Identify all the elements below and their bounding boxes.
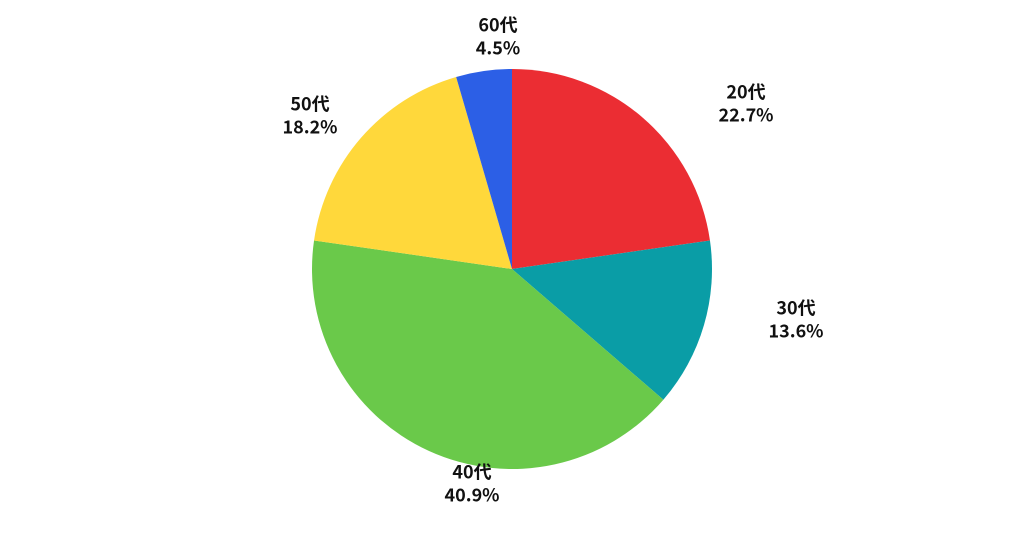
slice-label-3: 50代 18.2% — [282, 93, 337, 138]
slice-percent-4: 4.5% — [476, 36, 520, 59]
slice-percent-3: 18.2% — [282, 115, 337, 138]
slice-percent-0: 22.7% — [718, 103, 773, 126]
pie-chart-container: 20代 22.7% 30代 13.6% 40代 40.9% 50代 18.2% … — [0, 0, 1024, 538]
slice-label-2: 40代 40.9% — [444, 461, 499, 506]
pie-chart — [0, 0, 1024, 538]
slice-label-4: 60代 4.5% — [476, 14, 520, 59]
slice-category-0: 20代 — [718, 81, 773, 104]
slice-percent-2: 40.9% — [444, 483, 499, 506]
slice-category-1: 30代 — [768, 297, 823, 320]
slice-percent-1: 13.6% — [768, 319, 823, 342]
slice-label-0: 20代 22.7% — [718, 81, 773, 126]
slice-category-3: 50代 — [282, 93, 337, 116]
slice-category-2: 40代 — [444, 461, 499, 484]
slice-label-1: 30代 13.6% — [768, 297, 823, 342]
slice-category-4: 60代 — [476, 14, 520, 37]
